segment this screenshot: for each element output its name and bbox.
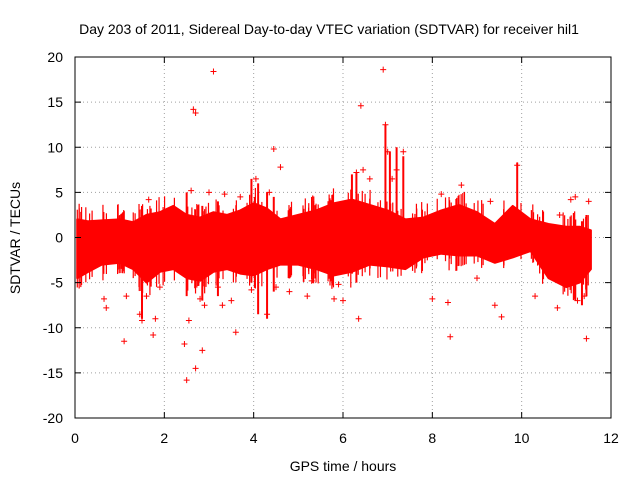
x-tick-label: 6 bbox=[339, 430, 347, 446]
data-point bbox=[183, 377, 190, 384]
y-tick-label: 0 bbox=[55, 230, 63, 246]
data-point bbox=[444, 299, 451, 306]
data-point bbox=[335, 281, 342, 288]
data-point bbox=[384, 148, 391, 155]
data-point bbox=[237, 193, 244, 200]
data-point bbox=[331, 295, 338, 302]
data-point bbox=[103, 304, 110, 311]
y-tick-label: 20 bbox=[47, 49, 63, 65]
x-tick-label: 4 bbox=[250, 430, 258, 446]
data-point bbox=[150, 331, 157, 338]
x-tick-label: 12 bbox=[603, 430, 619, 446]
data-point bbox=[304, 293, 311, 300]
data-point bbox=[228, 297, 235, 304]
data-point bbox=[382, 121, 389, 128]
data-point bbox=[366, 175, 373, 182]
data-point bbox=[286, 288, 293, 295]
data-point bbox=[498, 313, 505, 320]
data-point bbox=[201, 302, 208, 309]
chart-title: Day 203 of 2011, Sidereal Day-to-day VTE… bbox=[79, 21, 579, 37]
data-point bbox=[400, 148, 407, 155]
x-tick-label: 2 bbox=[160, 430, 168, 446]
data-point bbox=[474, 275, 480, 282]
data-point bbox=[554, 304, 561, 311]
data-point bbox=[192, 365, 199, 372]
data-point bbox=[252, 175, 259, 182]
data-point bbox=[190, 106, 197, 113]
data-point bbox=[308, 277, 315, 284]
y-tick-label: 5 bbox=[55, 184, 63, 200]
data-point bbox=[487, 198, 494, 205]
data-point bbox=[123, 293, 130, 300]
data-point bbox=[380, 66, 387, 73]
x-tick-label: 8 bbox=[428, 430, 436, 446]
data-point bbox=[393, 166, 400, 173]
data-point bbox=[185, 317, 192, 324]
data-point bbox=[188, 187, 195, 194]
data-point bbox=[121, 338, 128, 345]
data-point bbox=[357, 102, 364, 109]
y-tick-label: -10 bbox=[43, 320, 63, 336]
data-point bbox=[152, 315, 159, 322]
data-point bbox=[277, 164, 284, 171]
data-point bbox=[273, 284, 279, 291]
data-point bbox=[389, 175, 396, 182]
data-point bbox=[219, 302, 226, 309]
data-point bbox=[340, 297, 346, 304]
data-point bbox=[572, 193, 579, 200]
data-point bbox=[491, 302, 498, 309]
data-point bbox=[583, 335, 590, 342]
data-point bbox=[206, 189, 212, 196]
y-tick-label: -5 bbox=[51, 275, 64, 291]
data-point bbox=[145, 196, 152, 203]
y-tick-label: -15 bbox=[43, 365, 63, 381]
data-point bbox=[270, 146, 277, 153]
x-tick-label: 0 bbox=[71, 430, 79, 446]
data-point bbox=[248, 286, 255, 293]
axis-ticks: 0 2 4 6 8 10 12 -20 -15 -10 -5 0 5 10 15 20 bbox=[43, 49, 619, 446]
data-point bbox=[360, 166, 367, 173]
data-point bbox=[532, 293, 539, 300]
data-point bbox=[266, 189, 273, 196]
data-point bbox=[581, 293, 588, 300]
data-point bbox=[232, 329, 239, 336]
data-point bbox=[355, 315, 362, 322]
data-point bbox=[353, 169, 360, 176]
data-points bbox=[76, 66, 592, 384]
data-point bbox=[567, 196, 574, 203]
data-point bbox=[199, 347, 206, 354]
data-point bbox=[210, 68, 217, 75]
data-point bbox=[139, 317, 145, 324]
y-axis-label: SDTVAR / TECUs bbox=[7, 182, 23, 294]
data-point bbox=[101, 295, 108, 302]
y-tick-label: -20 bbox=[43, 410, 63, 426]
data-point bbox=[514, 162, 521, 169]
data-point bbox=[556, 211, 563, 218]
data-point bbox=[429, 295, 436, 302]
y-tick-label: 15 bbox=[47, 94, 63, 110]
data-point bbox=[192, 109, 199, 116]
data-point bbox=[574, 297, 581, 304]
data-dense-band bbox=[76, 198, 592, 289]
data-point bbox=[438, 191, 445, 198]
data-point bbox=[458, 182, 465, 189]
data-point bbox=[447, 333, 454, 340]
data-point bbox=[264, 311, 271, 318]
data-point bbox=[156, 284, 163, 291]
x-axis-label: GPS time / hours bbox=[290, 458, 397, 474]
data-point bbox=[136, 311, 143, 318]
data-point bbox=[181, 340, 188, 347]
x-tick-label: 10 bbox=[514, 430, 530, 446]
data-point bbox=[197, 295, 204, 302]
data-point bbox=[214, 284, 221, 291]
data-point bbox=[221, 191, 228, 198]
data-point bbox=[585, 198, 592, 205]
y-tick-label: 10 bbox=[47, 139, 63, 155]
data-point bbox=[143, 293, 150, 300]
